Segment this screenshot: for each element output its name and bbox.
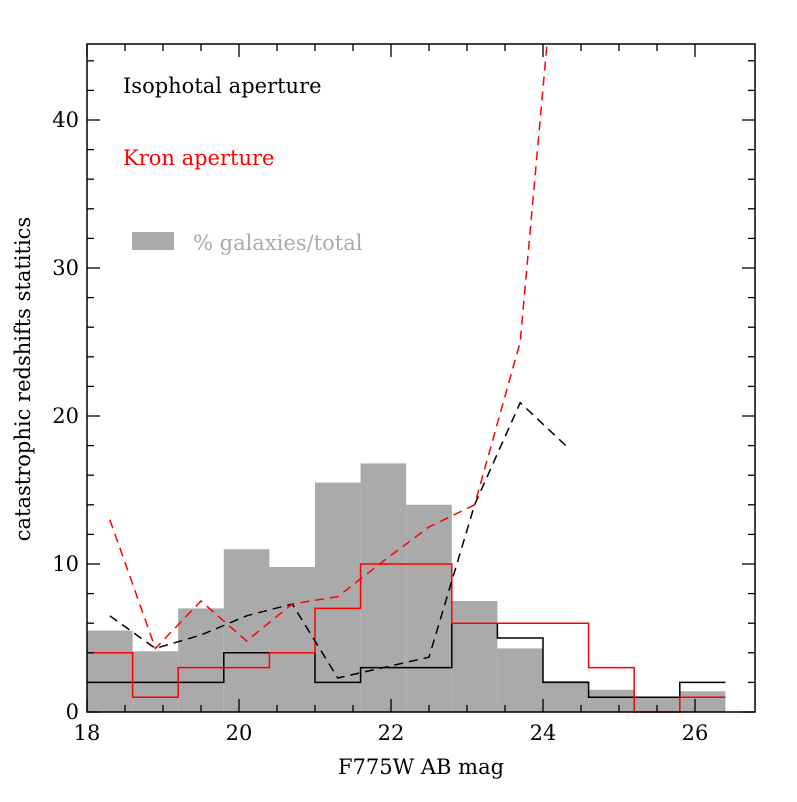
y-tick-label: 0	[66, 700, 79, 724]
histogram-bar	[543, 680, 589, 712]
annotation-galaxies: % galaxies/total	[193, 231, 363, 255]
step-line-kron	[87, 563, 726, 713]
x-tick-label: 26	[682, 721, 709, 745]
step-line-isophotal	[87, 622, 726, 698]
annotation-kron: Kron aperture	[123, 146, 274, 170]
histogram-bar	[497, 648, 543, 712]
histogram-bar	[269, 567, 315, 712]
histogram-bar	[223, 549, 270, 712]
histogram-bar	[87, 630, 133, 712]
x-axis-label: F775W AB mag	[338, 755, 504, 779]
y-tick-label: 40	[52, 108, 79, 132]
annotation-isophotal: Isophotal aperture	[123, 74, 322, 98]
x-tick-label: 22	[378, 721, 405, 745]
histogram-bar	[178, 608, 224, 712]
dashed-line-isophotal	[109, 401, 567, 679]
y-tick-label: 20	[52, 404, 79, 428]
dashed-series	[109, 45, 567, 679]
x-tick-label: 24	[530, 721, 557, 745]
histogram-bar	[451, 601, 498, 712]
y-tick-label: 10	[52, 552, 79, 576]
x-tick-label: 18	[74, 721, 101, 745]
y-axis-label: catastrophic redshifts statitics	[11, 217, 35, 541]
histogram-bar	[588, 689, 635, 712]
axis-ticks: 18 20 22 24 26 0 10 20 30 40	[52, 44, 755, 745]
x-tick-label: 20	[226, 721, 253, 745]
y-tick-label: 30	[52, 256, 79, 280]
step-series	[87, 563, 726, 713]
histogram-bars	[87, 463, 726, 712]
histogram-bar	[406, 504, 452, 712]
histogram-bar	[634, 697, 680, 712]
legend-swatch-galaxies	[132, 232, 174, 250]
dashed-line-kron	[109, 45, 548, 650]
plot-frame	[86, 43, 756, 713]
histogram-bar	[679, 691, 726, 712]
histogram-bar	[360, 463, 407, 712]
